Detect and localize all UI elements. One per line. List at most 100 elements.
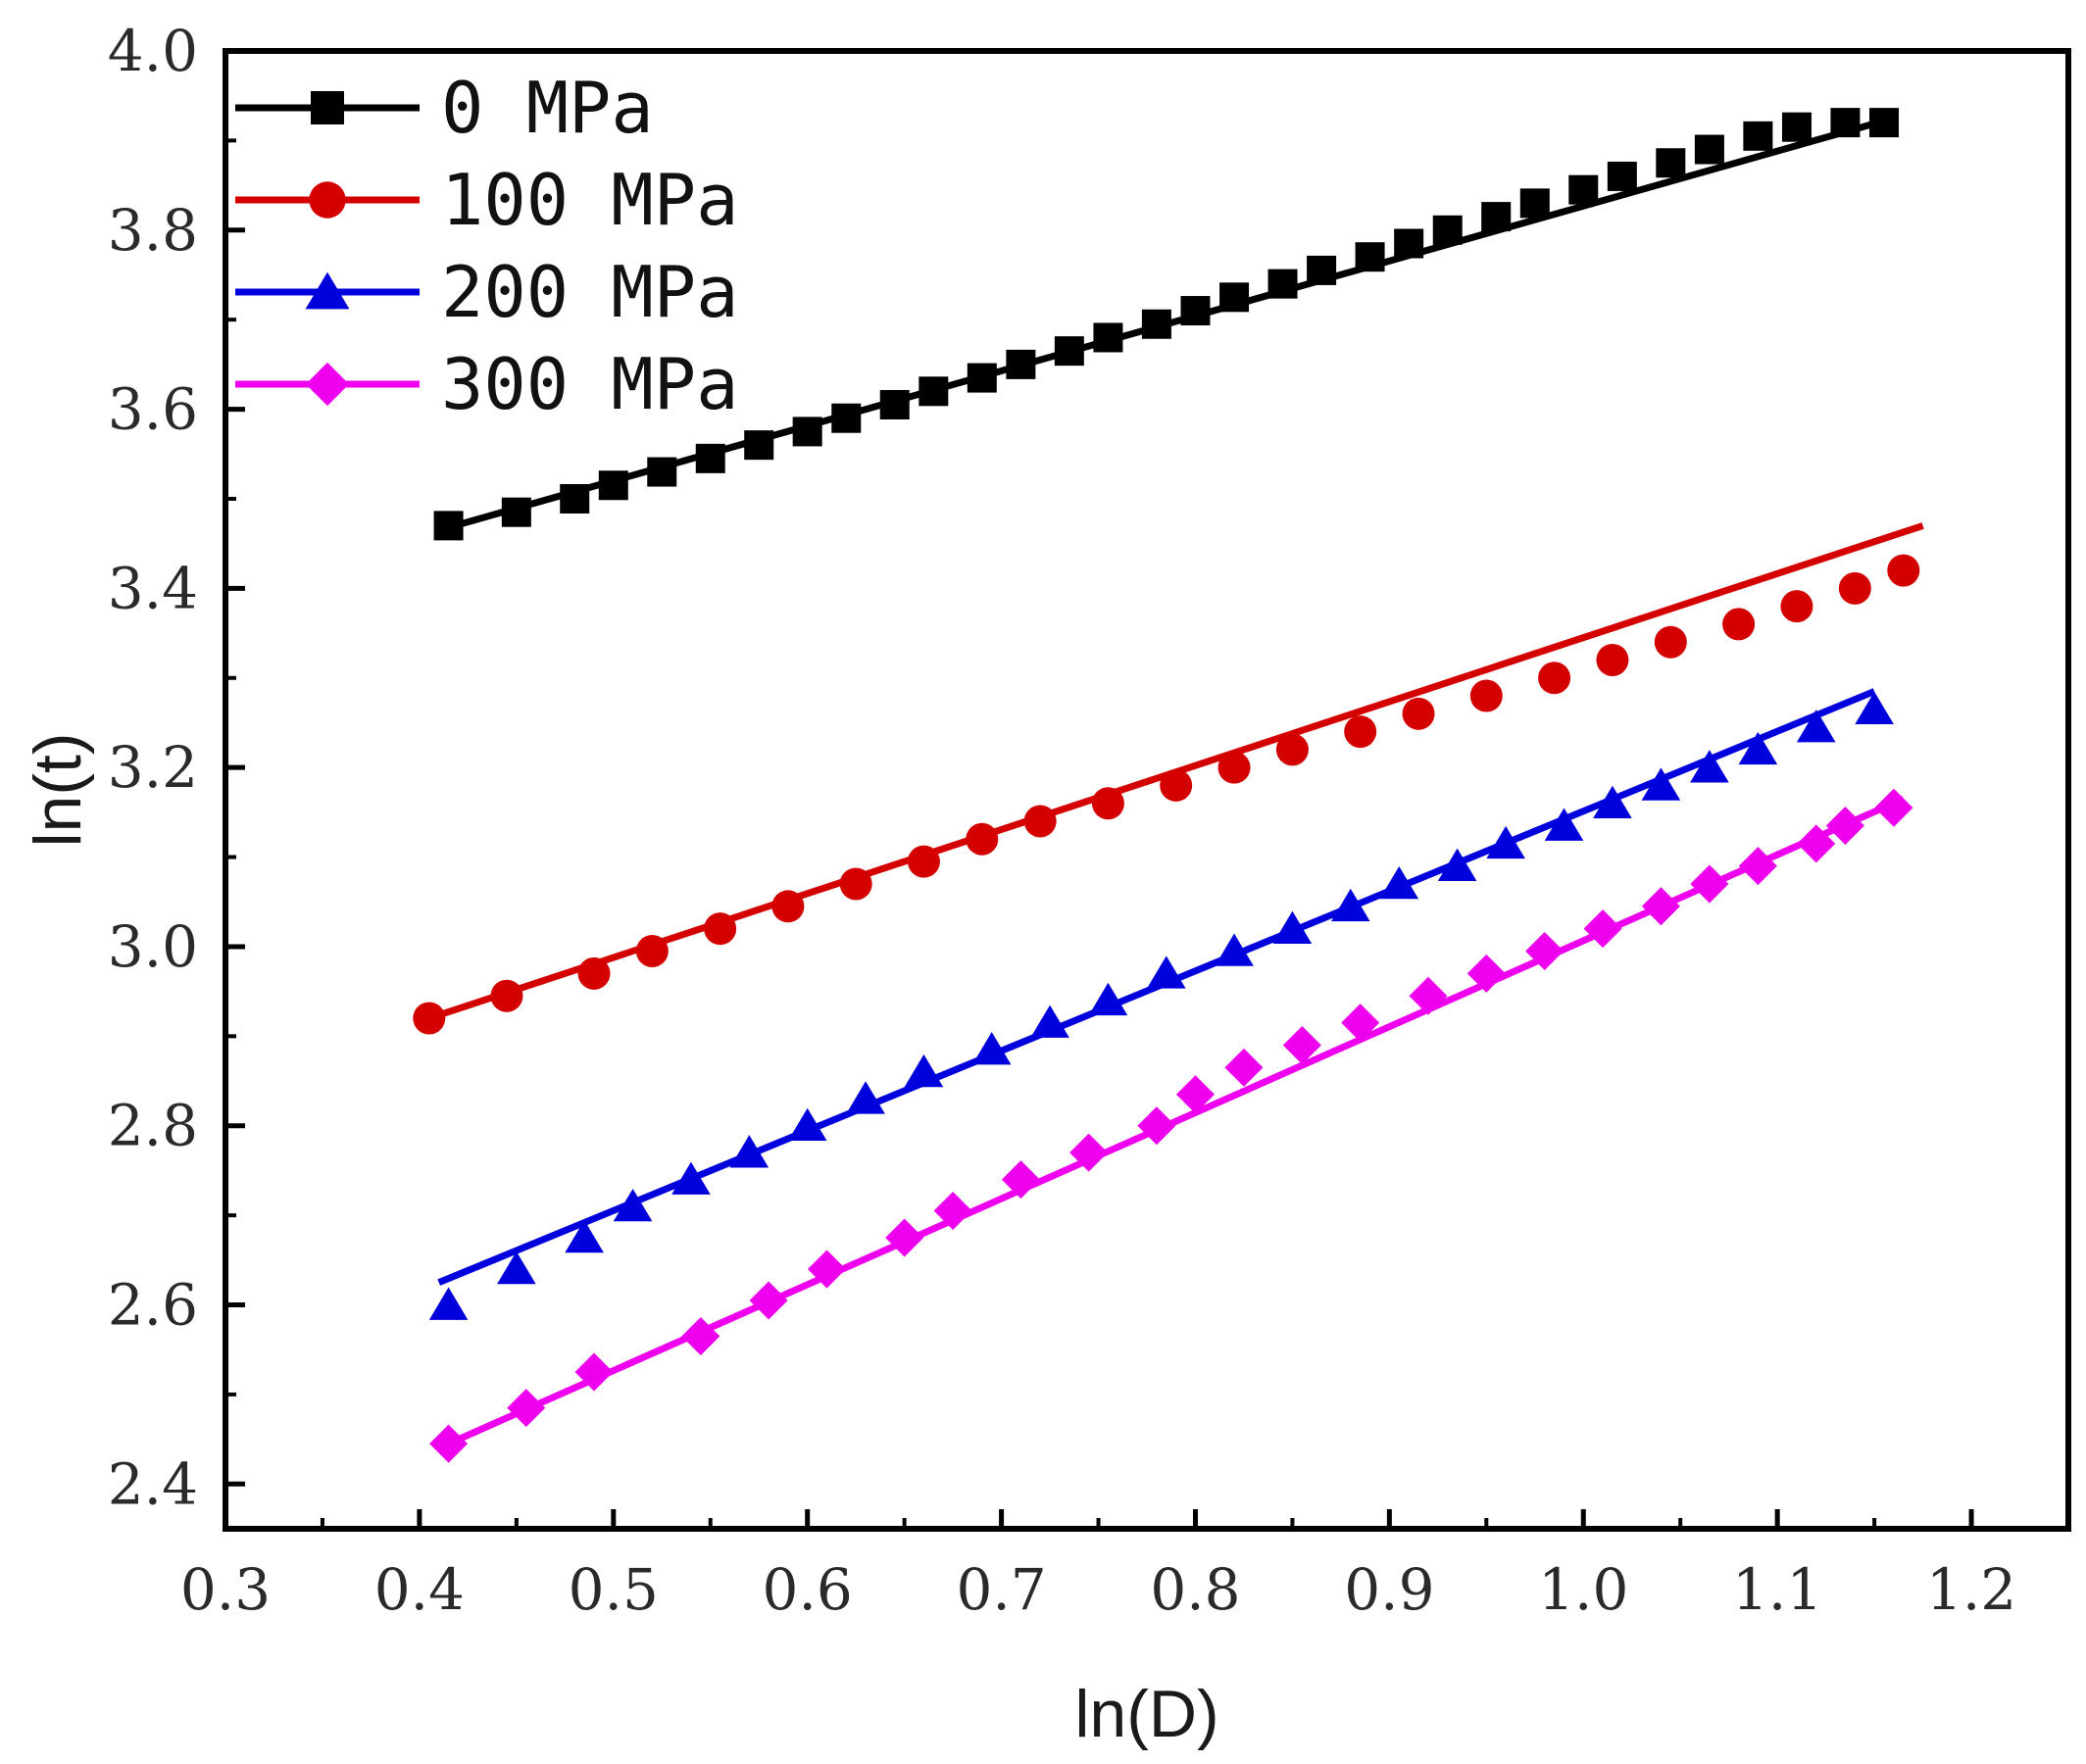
legend-item: 200 MPa [235, 251, 738, 333]
data-point [1272, 910, 1313, 944]
data-point [1825, 807, 1864, 846]
data-point [1538, 662, 1571, 695]
data-point [933, 1192, 972, 1231]
legend-marker [309, 181, 346, 219]
data-point [1525, 932, 1564, 971]
data-point [1215, 933, 1254, 966]
y-tick-label: 3.8 [108, 197, 198, 264]
series-200-mpa [428, 688, 1894, 1320]
data-point [1568, 174, 1599, 205]
x-axis-title: ln(D) [1074, 1677, 1218, 1751]
data-point [1641, 887, 1680, 926]
legend-marker [305, 271, 350, 310]
data-point [1341, 1004, 1380, 1043]
data-point [1869, 108, 1899, 138]
data-point [1694, 134, 1724, 165]
legend-marker [311, 91, 344, 124]
data-point [429, 1424, 469, 1463]
data-point [967, 363, 997, 393]
data-point [577, 956, 611, 990]
data-point [1432, 215, 1463, 245]
data-point [1690, 750, 1729, 783]
data-point [413, 1002, 446, 1035]
x-tick-label: 0.4 [374, 1556, 465, 1623]
data-point [1641, 767, 1681, 801]
x-tick-label: 0.8 [1150, 1556, 1240, 1623]
legend: 0 MPa 100 MPa 200 MPa 300 MPa [235, 67, 738, 425]
legend-label: 100 MPa [441, 159, 738, 241]
data-point [497, 1250, 536, 1285]
data-point [501, 497, 531, 527]
data-point [565, 1219, 604, 1253]
data-point [613, 1188, 653, 1222]
y-tick-label: 3.4 [108, 555, 198, 621]
data-point [574, 1352, 614, 1392]
y-tick-label: 4.0 [108, 18, 198, 84]
data-point [1069, 1133, 1109, 1172]
data-point [704, 912, 737, 946]
y-tick-label: 3.2 [108, 734, 198, 801]
data-point [1088, 982, 1128, 1016]
data-point [807, 1250, 846, 1289]
data-point [1722, 608, 1756, 641]
x-tick-label: 0.9 [1344, 1556, 1434, 1623]
data-point [971, 1032, 1012, 1065]
data-point [681, 1317, 720, 1356]
data-point [1141, 309, 1171, 339]
data-point [1175, 1075, 1215, 1114]
data-point [1544, 808, 1584, 841]
data-point [919, 376, 949, 407]
data-point [671, 1161, 711, 1195]
legend-item: 100 MPa [235, 159, 738, 241]
legend-label: 0 MPa [441, 67, 654, 149]
plot-frame [223, 48, 2071, 1532]
data-point [744, 430, 774, 461]
data-point [1656, 148, 1686, 178]
series-layer [413, 108, 1924, 1463]
x-tick-label: 1.2 [1926, 1556, 2016, 1623]
data-point [1267, 269, 1298, 299]
data-point [1330, 888, 1370, 922]
data-point [1224, 1048, 1264, 1087]
data-point [1830, 108, 1861, 138]
data-point [1797, 824, 1836, 863]
data-point [846, 1081, 885, 1114]
data-point [635, 935, 669, 968]
data-point [433, 511, 464, 541]
data-point [1855, 691, 1894, 725]
y-axis-title: ln(t) [21, 732, 95, 847]
data-point [1738, 847, 1777, 886]
data-point [1030, 1004, 1069, 1038]
data-point [1874, 788, 1913, 827]
x-tick-label: 1.1 [1732, 1556, 1822, 1623]
data-point [904, 1054, 944, 1088]
data-point [1307, 255, 1337, 285]
data-point [1344, 715, 1377, 749]
legend-label: 200 MPa [441, 251, 738, 333]
data-point [1690, 864, 1729, 904]
data-point [907, 845, 940, 878]
data-point [1781, 112, 1812, 142]
data-point [1593, 785, 1632, 819]
data-point [1469, 679, 1503, 712]
data-point [1054, 336, 1084, 367]
data-point [1402, 697, 1435, 730]
data-point [428, 1287, 469, 1320]
data-point [1282, 1025, 1321, 1064]
data-point [1394, 228, 1424, 259]
y-tick-label: 2.8 [108, 1093, 198, 1159]
data-point [1137, 1106, 1176, 1146]
data-point [1887, 554, 1920, 587]
x-tick-label: 0.7 [956, 1556, 1046, 1623]
data-point [1486, 825, 1525, 859]
y-tick-label: 3.0 [108, 913, 198, 980]
data-point [598, 470, 628, 501]
fit-line [447, 795, 1906, 1447]
data-point [1355, 242, 1385, 272]
data-point [695, 443, 725, 473]
data-point [1217, 751, 1251, 784]
data-point [1146, 956, 1186, 989]
data-point [749, 1281, 788, 1320]
data-point [787, 1107, 827, 1142]
data-point [490, 979, 523, 1012]
